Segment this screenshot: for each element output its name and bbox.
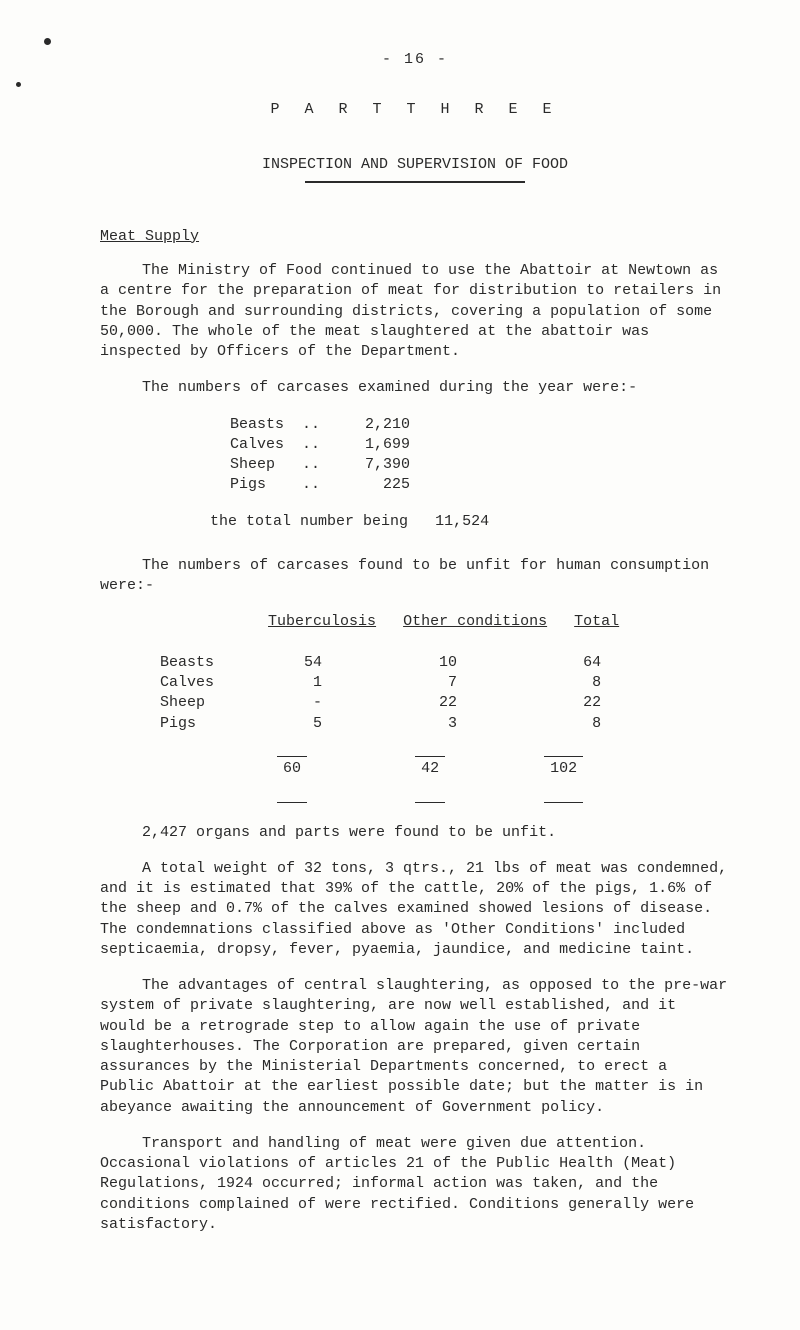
paragraph: A total weight of 32 tons, 3 qtrs., 21 l… [100, 859, 730, 960]
part-title: P A R T T H R E E [100, 100, 730, 120]
total-value: 11,524 [435, 513, 489, 530]
unfit-table: Tuberculosis Other conditions Total Beas… [160, 612, 730, 802]
paragraph: The Ministry of Food continued to use th… [100, 261, 730, 362]
paragraph: The numbers of carcases found to be unfi… [100, 556, 730, 597]
paragraph: The numbers of carcases examined during … [100, 378, 730, 398]
table-total-underline [160, 779, 730, 802]
paragraph: The advantages of central slaughtering, … [100, 976, 730, 1118]
paragraph: 2,427 organs and parts were found to be … [100, 823, 730, 843]
carcases-list: Beasts .. 2,210 Calves .. 1,699 Sheep ..… [230, 415, 730, 496]
table-total-row: 60 42 102 [160, 754, 730, 779]
page-number: - 16 - [100, 50, 730, 70]
total-line: the total number being 11,524 [210, 512, 730, 532]
document-page: - 16 - P A R T T H R E E INSPECTION AND … [0, 0, 800, 1330]
paragraph: Transport and handling of meat were give… [100, 1134, 730, 1235]
sub-title: INSPECTION AND SUPERVISION OF FOOD [100, 155, 730, 175]
table-body: Beasts 54 10 64 Calves 1 7 8 Sheep - 22 … [160, 653, 730, 734]
section-heading: Meat Supply [100, 227, 730, 247]
total-label: the total number being [210, 513, 408, 530]
title-underline [305, 181, 525, 183]
table-header-row: Tuberculosis Other conditions Total [160, 612, 730, 632]
ink-spot [44, 38, 51, 45]
ink-spot [16, 82, 21, 87]
